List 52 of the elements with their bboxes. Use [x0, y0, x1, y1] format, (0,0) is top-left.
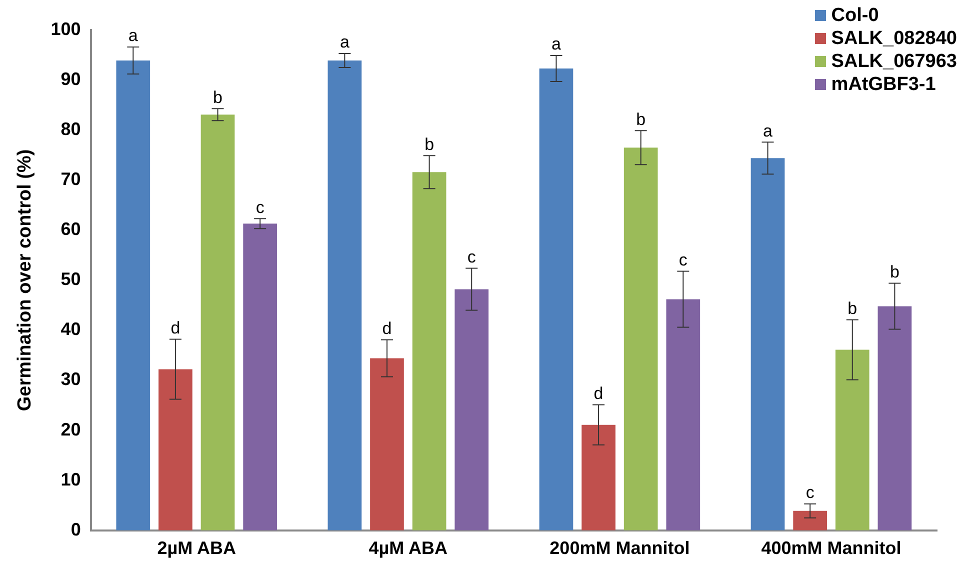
y-tick-label: 80 — [60, 119, 81, 140]
bar — [750, 158, 785, 530]
bar — [328, 60, 362, 530]
y-tick-label: 50 — [60, 269, 81, 290]
bar — [878, 306, 912, 530]
bar — [243, 224, 277, 530]
y-tick-label: 0 — [70, 519, 81, 540]
x-tick-label: 200mM Mannitol — [550, 538, 690, 558]
bar — [158, 369, 192, 530]
data-label: d — [170, 318, 180, 338]
bar — [412, 172, 446, 530]
legend-label: SALK_067963 — [831, 50, 957, 72]
bar — [539, 68, 574, 530]
x-tick-label: 2µM ABA — [157, 538, 236, 558]
y-tick-label: 100 — [50, 18, 81, 39]
data-label: c — [467, 247, 476, 266]
legend-label: Col-0 — [831, 4, 879, 26]
bar — [793, 510, 827, 530]
data-label: a — [128, 26, 138, 46]
data-label: c — [678, 250, 688, 270]
bar — [454, 289, 489, 530]
y-tick-label: 30 — [60, 369, 81, 390]
bar — [666, 299, 700, 530]
data-label: c — [256, 198, 265, 217]
data-label: c — [806, 483, 815, 502]
legend-label: mAtGBF3-1 — [831, 74, 936, 96]
data-label: d — [382, 318, 392, 338]
data-label: a — [551, 34, 562, 54]
y-tick-label: 60 — [60, 219, 81, 240]
data-label: b — [213, 88, 222, 107]
data-label: b — [424, 134, 434, 154]
data-label: b — [636, 110, 646, 129]
data-label: b — [848, 298, 858, 318]
data-label: d — [594, 384, 604, 403]
bar — [582, 424, 616, 530]
data-label: a — [763, 121, 774, 140]
y-tick-label: 70 — [60, 169, 81, 190]
y-tick-label: 90 — [60, 69, 81, 90]
y-tick-label: 20 — [60, 419, 81, 440]
bar — [835, 350, 870, 530]
bar — [116, 60, 150, 530]
bar — [200, 114, 235, 530]
x-tick-label: 400mM Mannitol — [761, 538, 902, 558]
y-tick-label: 40 — [60, 319, 81, 340]
x-tick-label: 4µM ABA — [368, 538, 448, 558]
y-axis-title: Germination over control (%) — [14, 149, 36, 412]
y-tick-label: 10 — [60, 469, 81, 490]
legend-label: SALK_082840 — [831, 28, 957, 50]
bar — [624, 148, 658, 530]
bar — [370, 358, 404, 530]
data-label: a — [340, 32, 350, 52]
data-label: b — [890, 262, 900, 282]
